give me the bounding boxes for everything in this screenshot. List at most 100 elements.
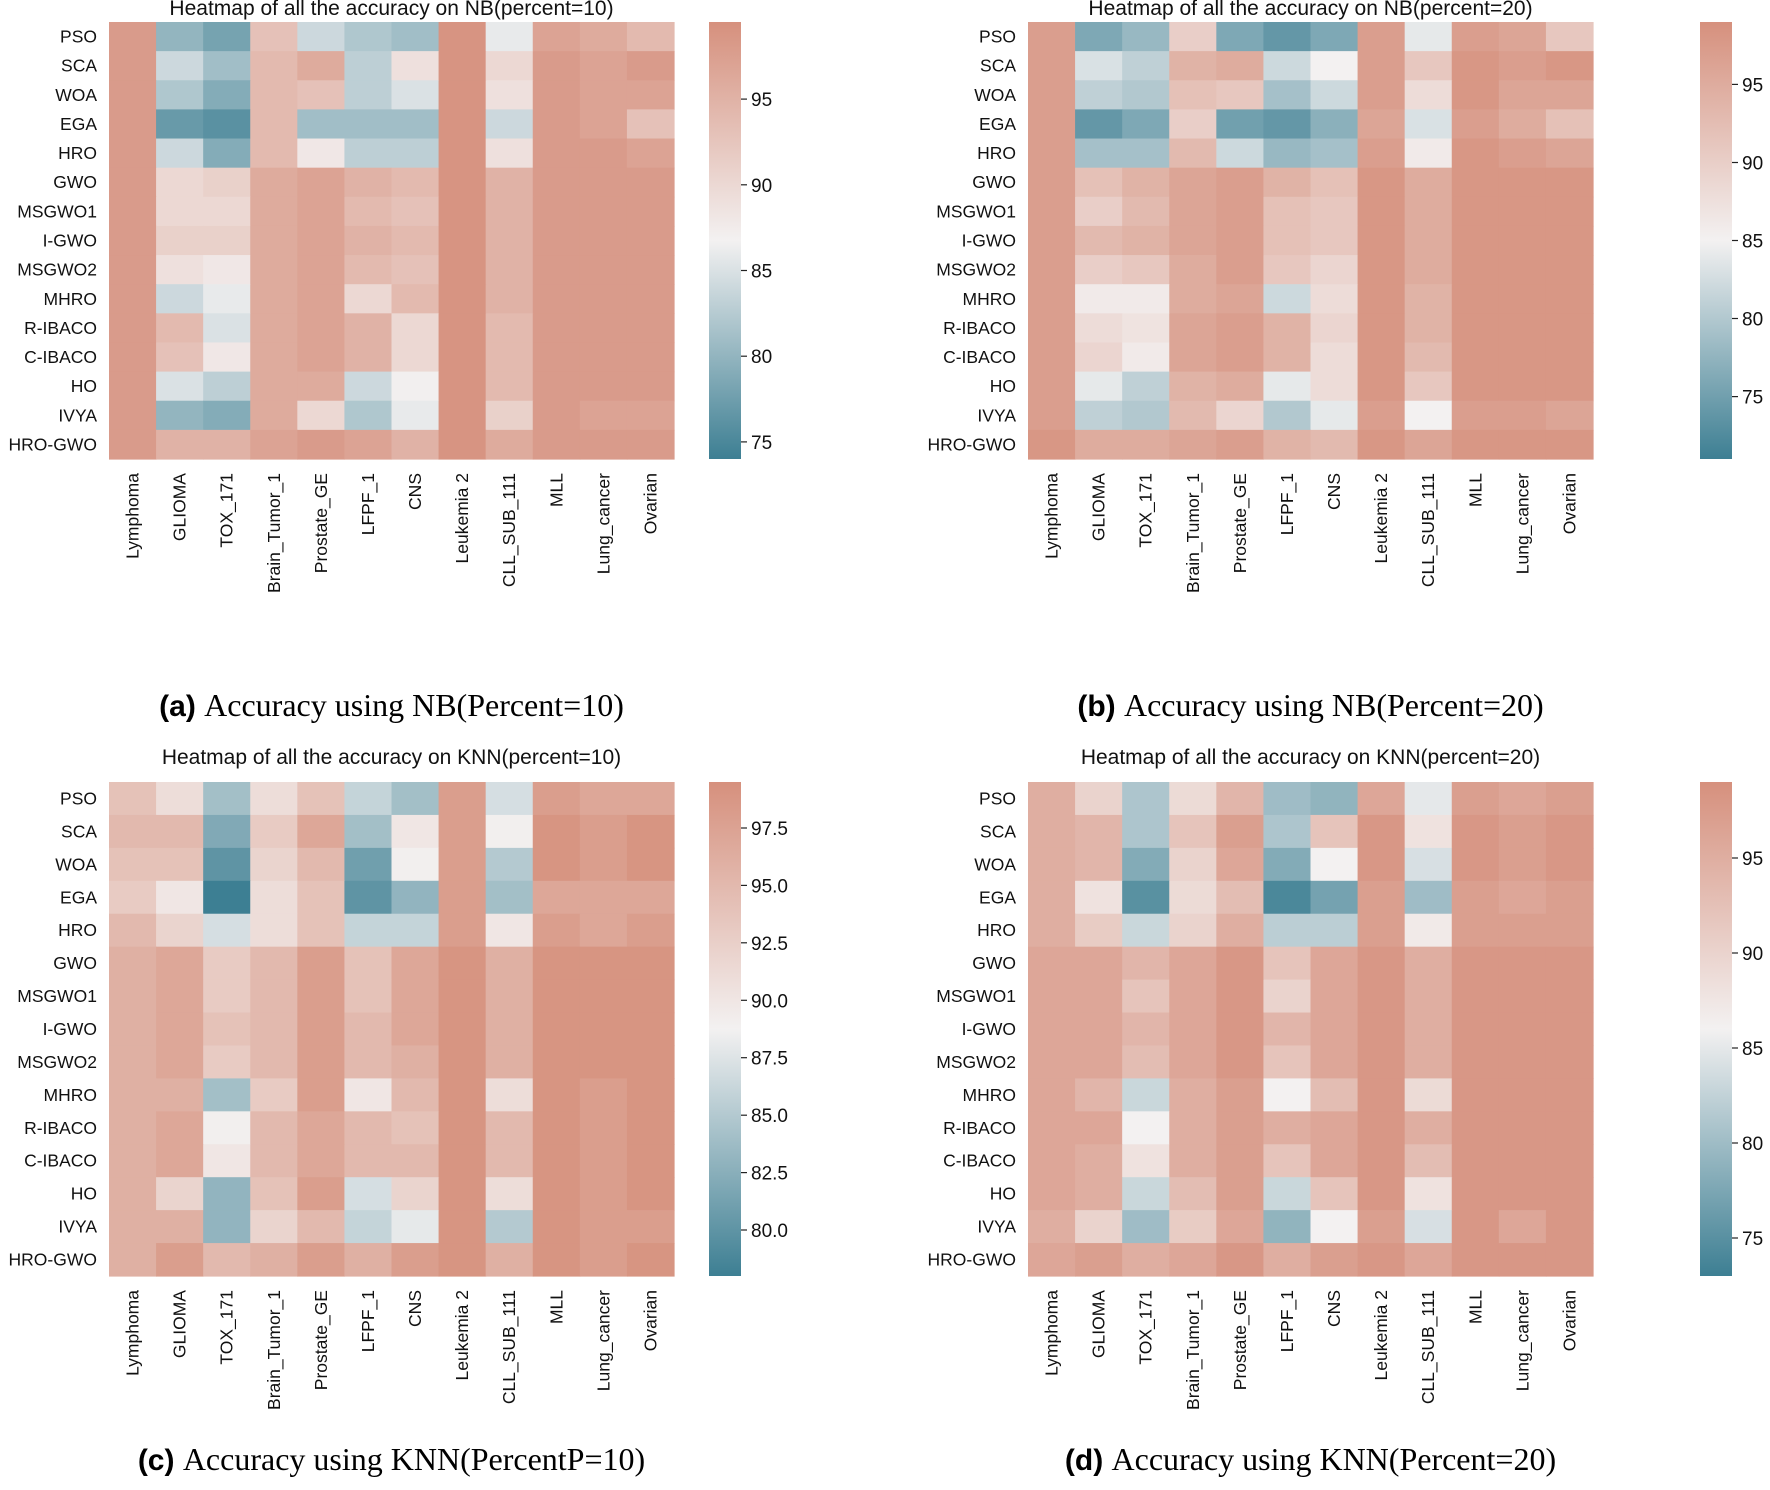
heatmap-cell (1310, 51, 1359, 81)
heatmap-cell (1122, 1111, 1170, 1145)
heatmap-cell (1310, 371, 1359, 402)
heatmap-cell (1075, 1111, 1123, 1145)
heatmap-cell (485, 429, 534, 460)
column-label: MLL (546, 473, 566, 507)
heatmap-cell (1357, 342, 1406, 373)
heatmap-cell (1263, 400, 1312, 431)
heatmap-cell (1310, 1078, 1359, 1112)
heatmap-cell (438, 51, 487, 81)
row-label: HRO (58, 920, 97, 940)
heatmap-cell (438, 1144, 487, 1178)
row-label: EGA (979, 887, 1016, 907)
row-label: MHRO (44, 1085, 97, 1105)
heatmap-cell (1169, 1078, 1217, 1112)
column-label: Prostate_GE (311, 473, 332, 573)
column-label: CLL_SUB_111 (499, 473, 520, 587)
heatmap-cell (1028, 1045, 1076, 1079)
heatmap-cell (1498, 225, 1547, 256)
heatmap-cell (1498, 814, 1547, 849)
heatmap-cell (438, 255, 487, 285)
colorbar-tick-label: 75 (751, 433, 772, 454)
heatmap-cell (250, 1210, 298, 1244)
colorbar-tick-label: 95 (1742, 849, 1763, 870)
heatmap-cell (297, 1210, 346, 1244)
heatmap-cell (438, 313, 487, 344)
heatmap-cell (1169, 1177, 1217, 1211)
heatmap-cell (1498, 313, 1547, 344)
heatmap-cell (297, 51, 346, 81)
heatmap-cell (1357, 880, 1406, 915)
heatmap-cell (1545, 400, 1594, 431)
heatmap-cell (297, 1177, 346, 1211)
heatmap-cell (156, 913, 204, 948)
colorbar-tick-label: 92.5 (751, 934, 788, 955)
heatmap-cell (391, 1111, 440, 1145)
heatmap-cell (438, 196, 487, 227)
row-label: I-GWO (962, 231, 1016, 251)
heatmap-cell (1357, 782, 1406, 816)
heatmap-cell (438, 782, 487, 816)
heatmap-cell (1263, 22, 1312, 52)
heatmap-cell (1404, 913, 1453, 948)
heatmap-cell (1451, 913, 1500, 948)
heatmap-cell (1451, 400, 1500, 431)
heatmap-cell (532, 1144, 581, 1178)
heatmap-cell (485, 1111, 534, 1145)
heatmap-cell (1216, 1012, 1265, 1047)
heatmap-cell (1404, 1045, 1453, 1079)
heatmap-cell (156, 255, 204, 285)
heatmap-cell (1310, 1111, 1359, 1145)
row-label: MSGWO2 (936, 260, 1016, 280)
heatmap-cell (1451, 1078, 1500, 1112)
heatmap-cell (1451, 371, 1500, 402)
row-label: WOA (55, 85, 97, 105)
heatmap-cell (109, 782, 157, 816)
heatmap-cell (1498, 138, 1547, 169)
heatmap-cell (1451, 1012, 1500, 1047)
column-label: CNS (1324, 1290, 1344, 1327)
heatmap-cell (109, 138, 157, 169)
heatmap-cell (1545, 913, 1594, 948)
heatmap-cell (532, 429, 581, 460)
column-label: CLL_SUB_111 (499, 1290, 520, 1404)
heatmap-cell (297, 167, 346, 198)
heatmap-cell (1357, 913, 1406, 948)
heatmap-cell (156, 313, 204, 344)
heatmap-cell (1310, 1045, 1359, 1079)
heatmap-panel-0: Heatmap of all the accuracy on NB(percen… (9, 0, 773, 723)
row-label: GWO (53, 172, 97, 192)
heatmap-cell (156, 1111, 204, 1145)
heatmap-cell (1216, 196, 1265, 227)
colorbar-tick-label: 80.0 (751, 1221, 788, 1242)
heatmap-cell (1310, 1243, 1359, 1277)
heatmap-cell (438, 946, 487, 981)
heatmap-cell (1122, 1243, 1170, 1277)
heatmap-cell (1216, 847, 1265, 882)
colorbar-tick-label: 95.0 (751, 876, 788, 897)
heatmap-cell (485, 913, 534, 948)
heatmap-cell (1310, 196, 1359, 227)
heatmap-cell (1028, 22, 1076, 52)
heatmap-cell (1357, 1243, 1406, 1277)
row-label: MHRO (963, 289, 1016, 309)
heatmap-cell (109, 196, 157, 227)
heatmap-cell (1216, 313, 1265, 344)
row-label: C-IBACO (24, 1151, 97, 1171)
heatmap-cell (532, 371, 581, 402)
heatmap-cell (626, 979, 675, 1014)
heatmap-cell (1028, 1243, 1076, 1277)
heatmap-cell (1498, 847, 1547, 882)
heatmap-cell (109, 342, 157, 373)
heatmap-cell (579, 51, 628, 81)
heatmap-cell (1451, 946, 1500, 981)
heatmap-cell (1028, 196, 1076, 227)
colorbar-tick-label: 85 (751, 262, 772, 283)
heatmap-cell (1310, 138, 1359, 169)
heatmap-cell (532, 1243, 581, 1277)
heatmap-cell (344, 1144, 393, 1178)
heatmap-cell (1404, 255, 1453, 285)
heatmap-cell (203, 22, 251, 52)
heatmap-cell (203, 138, 251, 169)
heatmap-cell (1075, 225, 1123, 256)
heatmap-cell (532, 400, 581, 431)
